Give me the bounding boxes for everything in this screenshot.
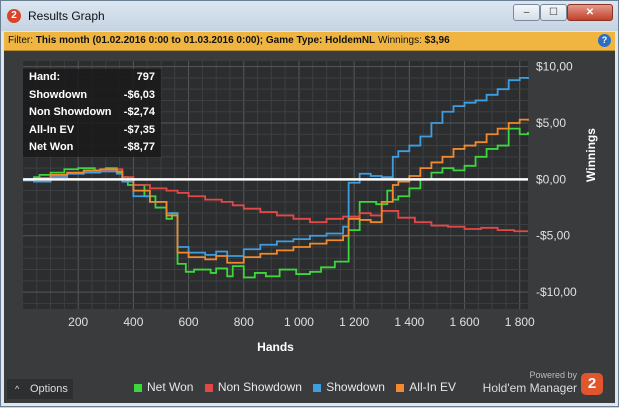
stats-row-allin-ev: All-In EV -$7,35	[23, 122, 161, 140]
winnings-label: Winnings:	[377, 35, 422, 46]
filter-label: Filter:	[8, 35, 33, 46]
legend-label: Net Won	[147, 380, 194, 394]
legend-swatch	[204, 383, 213, 392]
legend-item-showdown[interactable]: Showdown	[313, 380, 385, 394]
x-tick-label: 1 400	[394, 315, 424, 329]
legend-swatch	[396, 383, 405, 392]
winnings-value: $3,96	[424, 35, 450, 46]
x-tick-label: 600	[179, 315, 199, 329]
stat-label: Net Won	[29, 141, 74, 153]
options-label: Options	[30, 383, 68, 395]
brand-name: Hold'em Manager	[482, 381, 577, 395]
chart-legend: Net Won Non Showdown Showdown All-In EV	[134, 380, 464, 394]
caret-up-icon: ^	[15, 384, 20, 394]
x-tick-label: 200	[68, 315, 88, 329]
x-tick-label: 400	[123, 315, 143, 329]
powered-by-text: Powered by	[529, 370, 577, 380]
stat-value: -$6,03	[123, 88, 155, 101]
stat-value: -$2,74	[123, 106, 155, 118]
legend-item-net-won[interactable]: Net Won	[134, 380, 193, 394]
options-button[interactable]: ^ Options	[7, 379, 73, 399]
stat-label: Hand:	[29, 71, 61, 83]
stat-label: Non Showdown	[29, 106, 112, 118]
brand-logo: Powered by Hold'em Manager 2	[479, 369, 605, 401]
x-tick-label: 1 800	[505, 315, 535, 329]
legend-label: All-In EV	[409, 380, 456, 394]
window-title: Results Graph	[28, 9, 105, 23]
x-tick-label: 1 600	[450, 315, 480, 329]
x-tick-label: 1 200	[339, 315, 369, 329]
y-tick-label: $5,00	[536, 116, 566, 130]
x-tick-label: 800	[234, 315, 254, 329]
stat-value: -$8,77	[123, 141, 155, 153]
app-icon: 2	[7, 9, 21, 23]
legend-swatch	[313, 383, 322, 392]
legend-swatch	[134, 383, 142, 392]
stat-value: -$7,35	[123, 123, 155, 136]
x-tick-label: 1 000	[284, 315, 314, 329]
maximize-button[interactable]: ☐	[540, 4, 567, 21]
stats-row-non-showdown: Non Showdown -$2,74	[23, 104, 161, 122]
legend-label: Showdown	[326, 380, 385, 394]
stats-row-net-won: Net Won -$8,77	[23, 139, 161, 157]
title-bar[interactable]: 2 Results Graph – ☐ ✕	[1, 1, 618, 31]
stat-label: Showdown	[29, 88, 88, 101]
stat-label: All-In EV	[29, 123, 75, 136]
hm2-logo-icon: 2	[581, 373, 603, 395]
filter-value: This month (01.02.2016 0:00 to 01.03.201…	[35, 35, 376, 46]
y-tick-label: -$5,00	[536, 229, 570, 243]
y-tick-label: -$10,00	[536, 285, 577, 299]
legend-item-allin-ev[interactable]: All-In EV	[396, 380, 456, 394]
stats-row-showdown: Showdown -$6,03	[23, 87, 161, 105]
help-icon[interactable]: ?	[598, 34, 611, 47]
stats-panel: Hand: 797 Showdown -$6,03 Non Showdown -$2,…	[23, 69, 161, 157]
series-line-all-in-ev	[23, 118, 529, 264]
y-axis-label: Winnings	[584, 128, 598, 182]
y-tick-label: $10,00	[536, 60, 573, 74]
legend-item-non-showdown[interactable]: Non Showdown	[204, 380, 302, 394]
x-axis-label: Hands	[257, 340, 294, 354]
filter-text: Filter: This month (01.02.2016 0:00 to 0…	[8, 35, 450, 46]
stat-value: 797	[136, 71, 155, 83]
filter-bar: Filter: This month (01.02.2016 0:00 to 0…	[4, 32, 615, 51]
legend-label: Non Showdown	[217, 380, 302, 394]
stats-row-hands: Hand: 797	[23, 69, 161, 87]
minimize-button[interactable]: –	[513, 4, 540, 21]
close-button[interactable]: ✕	[567, 4, 613, 21]
y-tick-label: $0,00	[536, 172, 566, 186]
